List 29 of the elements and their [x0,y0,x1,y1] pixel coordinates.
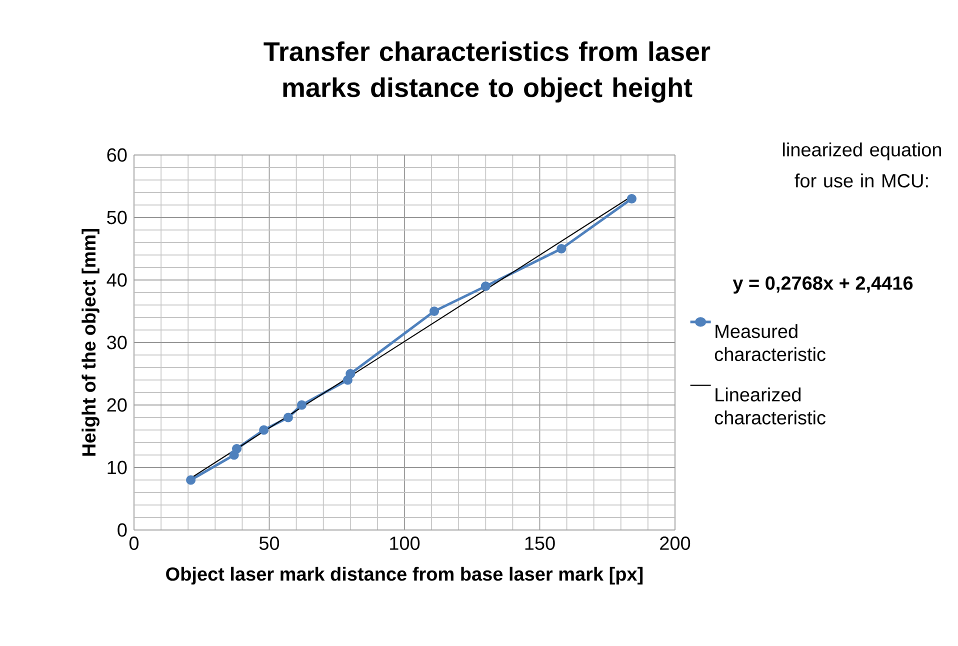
point [556,244,566,254]
point [186,475,196,485]
point [626,194,637,204]
x-tick-label: 100 [390,536,420,550]
y-tick-label: 60 [107,148,127,162]
y-tick-label: 50 [107,210,127,224]
point [283,412,293,422]
x-axis-title: Object laser mark distance from base laser mark [px] [166,566,643,585]
y-tick-label: 30 [107,336,127,350]
x-tick-label: 200 [660,536,690,550]
y-tick-label: 20 [107,398,127,412]
legend-label: Linearized characteristic [714,388,826,424]
text: linearized equation for use in MCU: [783,142,942,188]
y-tick-label: 0 [118,523,127,537]
point [346,368,356,379]
y-axis-title: Height of the object [mm] [82,229,100,456]
y-tick-label: 40 [106,273,127,287]
y-tick-label: 10 [108,460,127,474]
point [259,425,269,435]
text: y = 0,2768x + 2,4416 [732,276,913,294]
x-tick-label: 150 [525,536,555,550]
chart-title: Transfer characteristics from laser marks distance to object height [264,41,710,103]
point [296,400,307,410]
x-tick-label: 50 [259,536,280,550]
legend-label: Measured characteristic [714,324,826,362]
point [232,444,242,454]
point [429,306,440,316]
point [480,281,490,292]
x-tick-label: 0 [129,536,139,550]
